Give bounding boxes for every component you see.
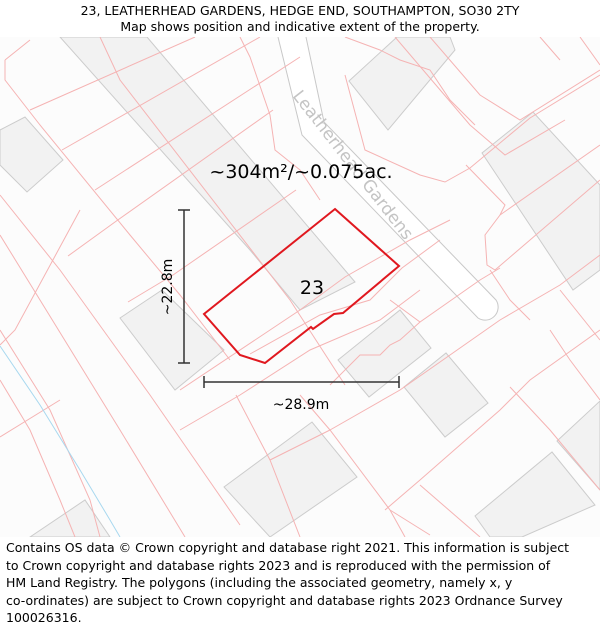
copyright-line: HM Land Registry. The polygons (includin… [6,575,513,590]
copyright-line: Contains OS data © Crown copyright and d… [6,540,570,555]
copyright-line: co-ordinates) are subject to Crown copyr… [6,592,563,608]
building [223,421,358,537]
building [0,116,64,193]
building-strip [59,37,356,311]
map-header: 23, LEATHERHEAD GARDENS, HEDGE END, SOUT… [0,0,600,37]
building [348,37,456,131]
building [337,309,432,398]
building [474,451,596,537]
building [403,352,489,438]
height-measure-label: ~22.8m [160,259,176,316]
property-address: 23, LEATHERHEAD GARDENS, HEDGE END, SOUT… [80,3,520,18]
building [29,499,111,537]
property-map[interactable]: Leatherhead Gardens ~304m²/~0.075ac. 23 … [0,37,600,537]
building [481,111,600,291]
building [119,289,225,391]
parcel-lines [0,37,600,537]
property-boundary[interactable] [202,207,401,365]
copyright-line: 100026316. [6,610,82,625]
building [556,400,600,491]
copyright-notice: Contains OS data © Crown copyright and d… [6,539,596,627]
area-label: ~304m²/~0.075ac. [209,161,392,183]
copyright-line: to Crown copyright and database rights 2… [6,557,551,573]
buildings [0,37,600,537]
map-subtitle: Map shows position and indicative extent… [120,19,480,34]
width-measure-line [203,376,400,388]
plot-number-label: 23 [300,277,324,299]
water-line [0,345,121,537]
width-measure-label: ~28.9m [273,397,330,413]
height-measure-line [178,209,190,364]
road [277,37,499,321]
